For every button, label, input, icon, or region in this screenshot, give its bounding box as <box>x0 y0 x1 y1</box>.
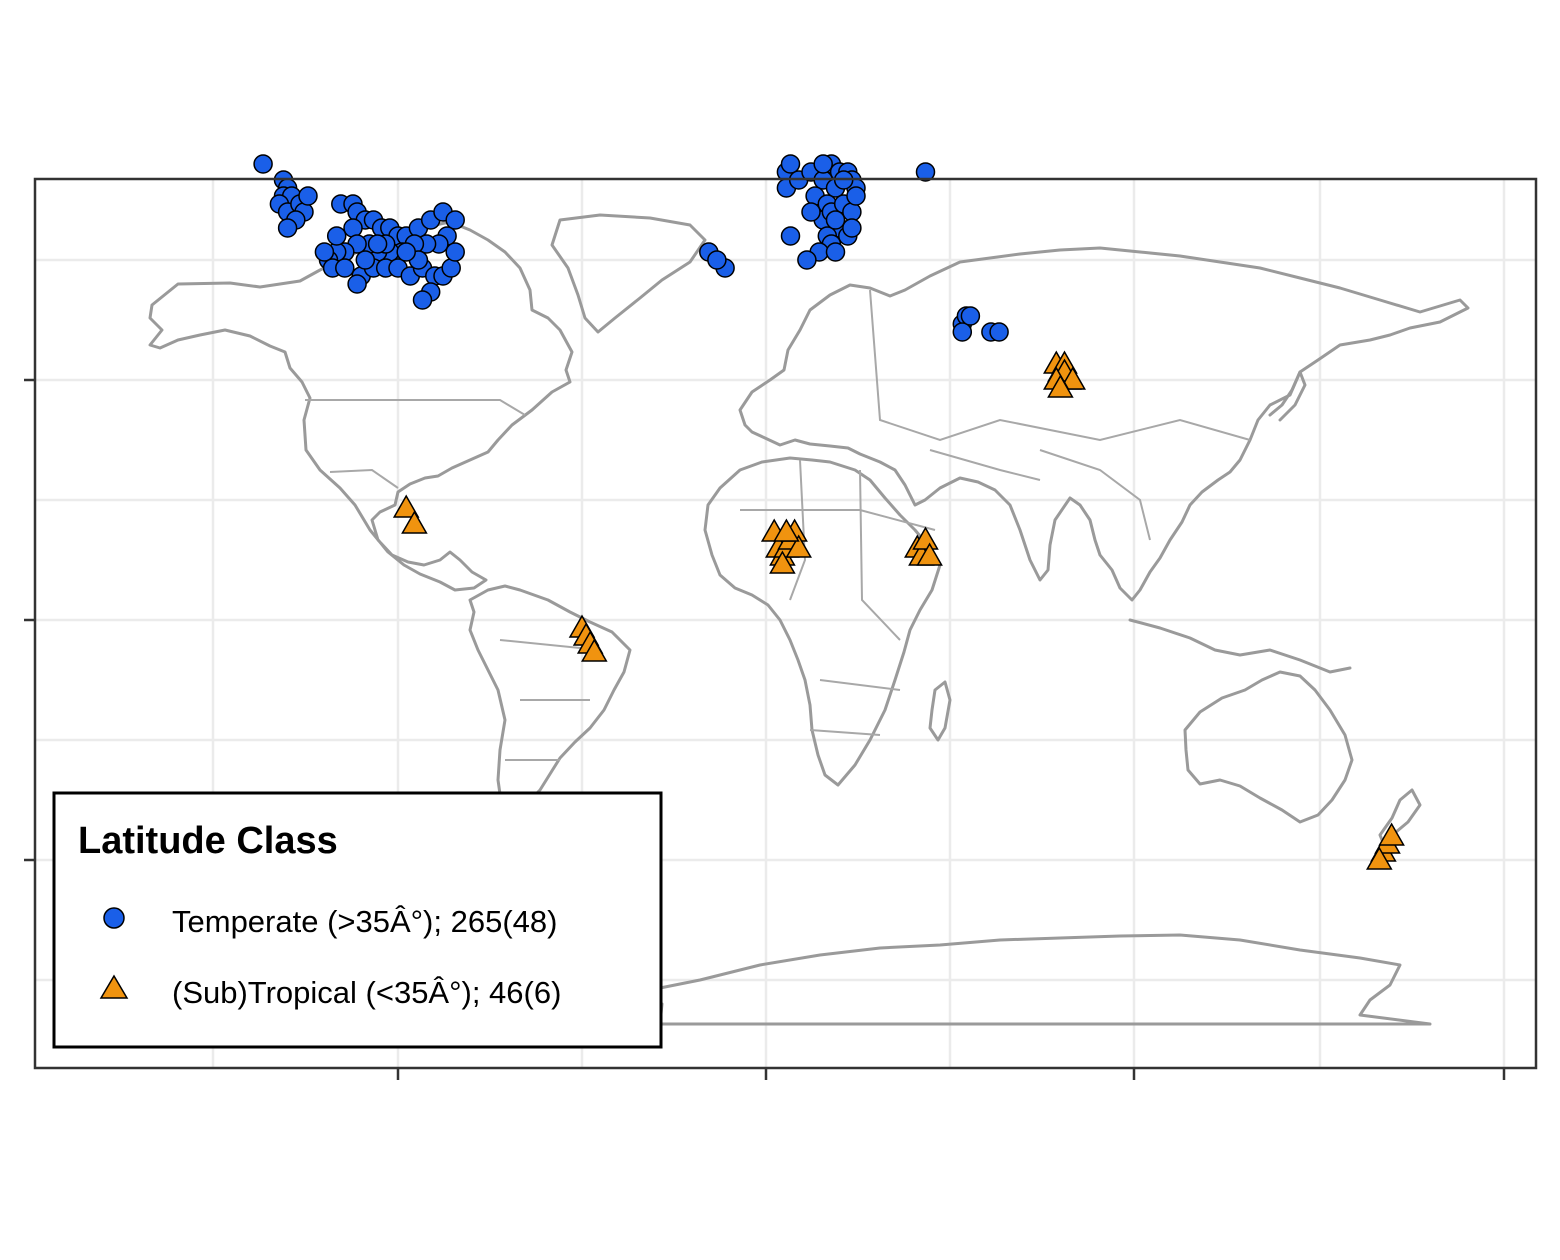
land-outlines <box>148 213 1470 1026</box>
south-america-outline <box>468 584 632 842</box>
legend-box <box>52 791 663 1049</box>
temperate-site-marker <box>253 154 273 174</box>
temperate-site-marker <box>367 234 388 254</box>
tropical-site-marker <box>769 550 796 574</box>
temperate-site-marker <box>801 202 821 222</box>
temperate-site-marker <box>989 322 1009 342</box>
temperate-site-marker <box>825 210 846 230</box>
country-borders <box>305 289 1251 761</box>
tropical-site-marker <box>773 518 800 542</box>
temperate-site-marker <box>314 242 335 262</box>
border-us-canada <box>305 399 526 416</box>
tropical-site-marker <box>401 510 428 534</box>
tropical-site-marker <box>581 638 608 662</box>
temperate-site-marker <box>780 154 801 174</box>
temperate-site-marker <box>707 250 727 270</box>
legend-title: Latitude Class <box>78 820 338 862</box>
legend-temperate-label: Temperate (>35Â°); 265(48) <box>172 904 557 939</box>
legend-tropical-label: (Sub)Tropical (<35Â°); 46(6) <box>172 975 561 1010</box>
border-asia-south <box>1039 449 1151 541</box>
africa-outline <box>703 456 942 787</box>
temperate-site-marker <box>277 218 298 238</box>
temperate-site-marker <box>441 258 461 278</box>
temperate-site-marker <box>825 242 846 262</box>
border-europe-russia <box>869 289 1251 442</box>
temperate-site-marker <box>347 274 367 294</box>
madagascar-outline <box>928 680 952 742</box>
border-middle-east <box>929 449 1041 481</box>
temperate-site-marker <box>343 218 363 238</box>
europe-asia-outline <box>738 246 1470 602</box>
temperate-site-marker <box>813 154 833 174</box>
temperate-site-marker <box>797 250 817 270</box>
temperate-site-marker <box>960 306 981 326</box>
temperate-site-marker <box>326 226 347 246</box>
temperate-site-marker <box>298 186 318 206</box>
tropical-site-marker <box>912 526 939 550</box>
temperate-site-marker <box>952 322 973 342</box>
temperate-site-marker <box>445 242 465 262</box>
temperate-site-marker <box>355 250 376 270</box>
border-africa-south <box>809 679 901 736</box>
temperate-site-marker <box>412 290 433 310</box>
temperate-site-marker <box>396 242 416 262</box>
tropical-site-marker <box>1047 374 1074 398</box>
north-america-outline <box>148 220 574 592</box>
tropical-site-marker <box>392 494 420 518</box>
antarctica-outline <box>618 933 1432 1026</box>
indonesia-outline <box>1128 618 1352 674</box>
tropical-site-marker <box>916 542 943 566</box>
legend-tropical-key <box>99 974 129 999</box>
temperate-site-marker <box>780 226 801 246</box>
australia-outline <box>1183 670 1354 824</box>
border-africa-central <box>859 469 901 641</box>
border-africa-west <box>789 459 807 601</box>
sample-site-markers <box>253 154 1405 870</box>
tropical-site-marker <box>1366 846 1393 870</box>
legend-temperate-key <box>103 907 125 929</box>
temperate-site-marker <box>915 162 936 182</box>
legend: Latitude Class Temperate (>35Â°); 265(48… <box>52 791 663 1049</box>
japan-outline <box>1268 370 1307 422</box>
tropical-site-marker <box>1378 822 1405 846</box>
tropical-site-marker <box>1059 366 1086 390</box>
tropical-site-marker <box>785 534 812 558</box>
border-us-mexico <box>329 468 399 489</box>
panel-border <box>33 177 1538 1070</box>
temperate-site-marker <box>335 258 355 278</box>
axis-ticks <box>24 378 1506 1080</box>
temperate-site-marker <box>846 186 866 206</box>
temperate-site-marker <box>842 218 862 238</box>
temperate-site-marker <box>445 210 465 230</box>
greenland-outline <box>550 213 707 334</box>
